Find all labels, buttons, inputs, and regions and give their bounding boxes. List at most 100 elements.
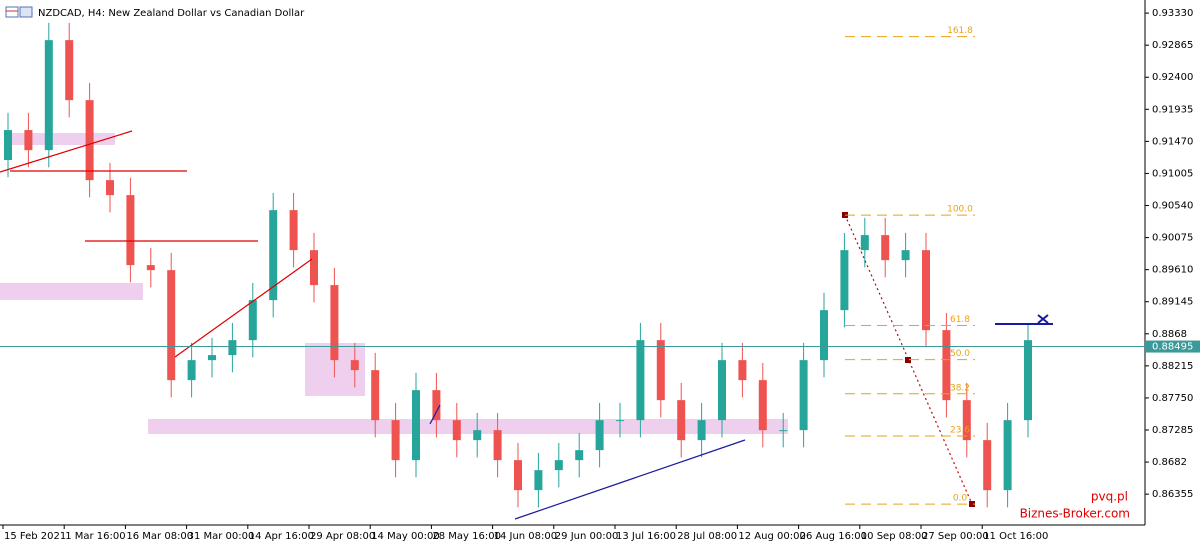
watermark: Biznes-Broker.com [1020, 507, 1130, 521]
fibo-label: 50.0 [950, 349, 970, 359]
candle-body [514, 460, 522, 491]
candle-body [820, 310, 828, 361]
zone [0, 283, 143, 300]
y-tick-label: 0.91935 [1152, 104, 1193, 115]
trendline [429, 404, 441, 425]
candle-body [636, 340, 645, 421]
candle-body [983, 440, 992, 491]
candle-body [901, 250, 910, 261]
y-tick-label: 0.86355 [1152, 489, 1193, 500]
candle-body [126, 195, 135, 266]
y-tick-label: 0.92400 [1152, 72, 1193, 83]
x-tick-label: 16 Mar 08:00 [126, 531, 193, 542]
cross-marker [1037, 314, 1049, 324]
x-tick-label: 14 Apr 16:00 [249, 531, 314, 542]
candle-body [187, 360, 196, 381]
candle-body [391, 420, 400, 461]
candle-body [738, 360, 747, 381]
fibonacci: 161.8 100.0 61.8 50.0 38.2 23.6 0.0 [845, 26, 975, 505]
current-price-box [1146, 340, 1200, 353]
trendline [0, 130, 133, 173]
x-tick-label: 26 Aug 16:00 [800, 531, 867, 542]
candle-body [595, 420, 604, 451]
candle-body [248, 300, 257, 341]
y-tick-label: 0.87750 [1152, 393, 1193, 404]
y-tick-label: 0.89145 [1152, 297, 1193, 308]
candle-body [208, 355, 216, 361]
watermark: pvq.pl [1091, 490, 1128, 504]
trendline [174, 258, 313, 358]
y-tick-label: 0.90540 [1152, 201, 1193, 212]
candle-body [350, 360, 359, 371]
x-tick-label: 14 Jun 08:00 [494, 531, 558, 542]
candle-body [922, 250, 930, 331]
candle-body [1024, 340, 1032, 421]
candle-body [146, 265, 155, 271]
candle-body [493, 430, 502, 461]
chart-title: NZDCAD, H4: New Zealand Dollar vs Canadi… [38, 8, 305, 19]
chart-icon [19, 6, 33, 18]
y-tick-label: 0.91005 [1152, 168, 1193, 179]
zone [5, 133, 115, 145]
drawings [0, 130, 1053, 520]
chart-icon [5, 6, 19, 18]
candle-body [4, 130, 12, 160]
candle-body [24, 130, 33, 151]
candle-body [44, 40, 53, 151]
fibo-anchor [969, 501, 975, 507]
candle-body [718, 360, 726, 421]
candle-body [167, 270, 176, 381]
candle-body [228, 340, 237, 356]
candle-body [799, 360, 808, 431]
y-tick-label: 0.87285 [1152, 425, 1193, 436]
x-tick-label: 28 May 16:00 [432, 531, 501, 542]
candle-body [942, 330, 951, 401]
candle-body [1003, 420, 1012, 491]
candle-body [534, 470, 543, 491]
candle-body [779, 430, 788, 432]
candle-body [432, 390, 441, 421]
fibo-label: 38.2 [950, 383, 970, 393]
candle-body [554, 460, 563, 471]
y-tick-label: 0.92865 [1152, 40, 1193, 51]
y-tick-label: 0.93330 [1152, 8, 1193, 19]
fibo-label: 61.8 [950, 315, 970, 325]
candle-body [656, 340, 665, 401]
y-tick-label: 0.91470 [1152, 136, 1193, 147]
candle-body [289, 210, 298, 251]
x-tick-label: 29 Apr 08:00 [310, 531, 375, 542]
candle-body [840, 250, 849, 311]
candle-body [697, 420, 706, 441]
candle-body [452, 420, 461, 441]
current-price-label: 0.88495 [1152, 342, 1193, 353]
y-tick-label: 0.90075 [1152, 233, 1193, 244]
y-tick-label: 0.88215 [1152, 361, 1193, 372]
candle-body [677, 400, 686, 441]
candle-body [310, 250, 318, 286]
fibo-anchor [905, 357, 911, 363]
y-tick-label: 0.8868 [1152, 329, 1187, 340]
x-tick-label: 12 Aug 00:00 [738, 531, 805, 542]
candle-body [371, 370, 380, 421]
candle-body [962, 400, 971, 441]
candle-body [616, 420, 624, 422]
candle-body [106, 180, 114, 196]
candle-body [575, 450, 584, 461]
trendline [514, 439, 746, 520]
x-tick-label: 10 Sep 08:00 [861, 531, 928, 542]
candle-body [65, 40, 74, 101]
x-tick-label: 1 Mar 16:00 [65, 531, 125, 542]
y-tick-label: 0.8682 [1152, 457, 1187, 468]
x-tick-label: 14 May 00:00 [371, 531, 440, 542]
fibo-label: 0.0 [953, 494, 968, 504]
candle-body [860, 235, 869, 251]
candle-body [412, 390, 420, 461]
candle-body [85, 100, 94, 181]
candle-body [881, 235, 890, 261]
fibo-label: 100.0 [947, 205, 973, 215]
candle-body [269, 210, 278, 301]
x-tick-label: 13 Jul 16:00 [616, 531, 676, 542]
x-tick-label: 15 Feb 2021 [4, 531, 66, 542]
fibo-label: 23.6 [950, 425, 970, 435]
